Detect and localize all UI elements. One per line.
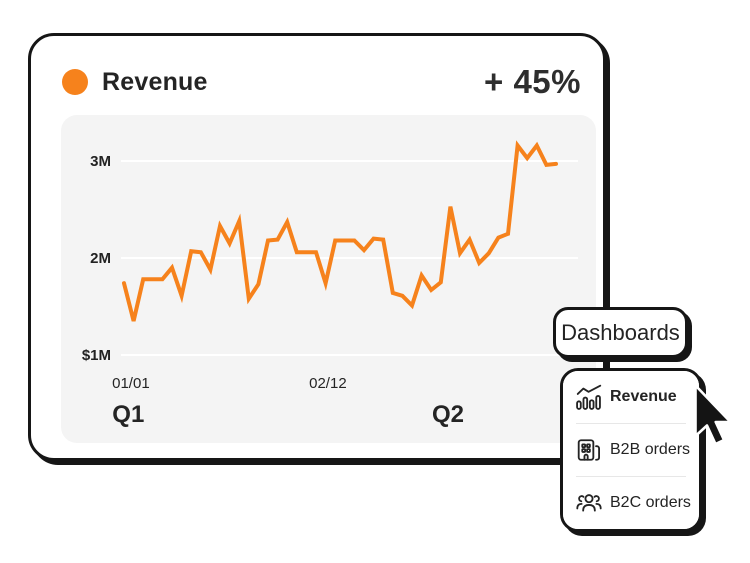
menu-item-b2b-orders[interactable]: B2B orders [563,424,699,476]
people-icon [576,490,602,516]
dashboards-button[interactable]: Dashboards [553,307,688,358]
menu-item-revenue[interactable]: Revenue [563,371,699,423]
menu-item-revenue-label: Revenue [610,388,677,405]
svg-text:2M: 2M [90,250,111,267]
menu-divider [576,476,686,477]
svg-text:Q2: Q2 [432,401,464,428]
revenue-legend-dot-icon [62,69,88,95]
card-header: Revenue + 45% [62,63,581,100]
revenue-card: Revenue + 45% 3M 2M $1M 01/01 02/12 Q1 Q2 [28,33,606,461]
dashboards-button-label: Dashboards [561,319,680,345]
menu-item-b2c-orders[interactable]: B2C orders [563,477,699,529]
svg-text:02/12: 02/12 [309,375,347,392]
menu-item-b2b-orders-label: B2B orders [610,441,691,458]
trend-chart-icon [576,384,602,410]
svg-text:01/01: 01/01 [112,375,150,392]
chart-panel: 3M 2M $1M 01/01 02/12 Q1 Q2 [61,115,596,443]
svg-text:3M: 3M [90,153,111,170]
svg-text:$1M: $1M [82,347,111,364]
revenue-delta-badge: + 45% [484,63,581,100]
card-title: Revenue [102,67,208,96]
dashboards-menu: Revenue B2B orders [560,368,702,532]
svg-text:Q1: Q1 [112,401,144,428]
building-icon [576,437,602,463]
menu-item-b2c-orders-label: B2C orders [610,494,691,511]
menu-divider [576,423,686,424]
